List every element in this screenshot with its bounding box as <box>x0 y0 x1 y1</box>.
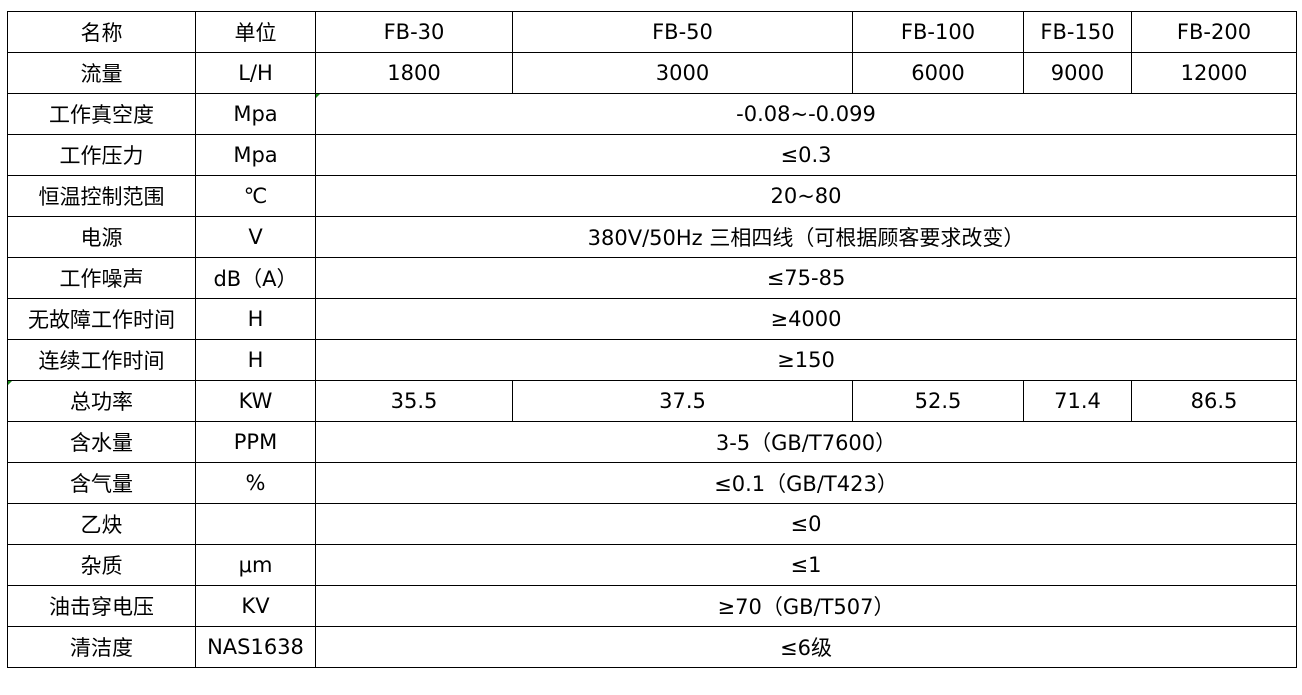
row-unit-cell[interactable]: ℃ <box>195 175 316 217</box>
row-unit-cell[interactable] <box>195 503 316 545</box>
table-row: 含水量 PPM 3-5（GB/T7600） <box>7 421 1297 463</box>
row-unit-cell[interactable]: KV <box>195 585 316 627</box>
row-name-cell[interactable]: 无故障工作时间 <box>7 298 196 340</box>
value-cell-merged[interactable]: ≤6级 <box>315 626 1297 668</box>
value-cell[interactable]: 52.5 <box>852 380 1024 422</box>
value-cell[interactable]: 1800 <box>315 52 513 94</box>
value-cell[interactable]: 6000 <box>852 52 1024 94</box>
table-row: 工作真空度 Mpa -0.08~-0.099 <box>7 93 1297 135</box>
table-row: 含气量% ≤0.1（GB/T423） <box>7 462 1297 504</box>
value-cell-merged[interactable]: ≤0.1（GB/T423） <box>315 462 1297 504</box>
value-cell[interactable]: 71.4 <box>1023 380 1132 422</box>
header-cell[interactable]: FB-150 <box>1023 11 1132 53</box>
header-cell[interactable]: FB-200 <box>1131 11 1297 53</box>
value-cell-merged[interactable]: ≥150 <box>315 339 1297 381</box>
row-unit-cell[interactable]: % <box>195 462 316 504</box>
row-unit-cell[interactable]: KW <box>195 380 316 422</box>
row-name-cell[interactable]: 恒温控制范围 <box>7 175 196 217</box>
value-cell[interactable]: 37.5 <box>512 380 853 422</box>
value-cell-merged[interactable]: 3-5（GB/T7600） <box>315 421 1297 463</box>
row-name-cell[interactable]: 电源 <box>7 216 196 258</box>
value-cell[interactable]: 9000 <box>1023 52 1132 94</box>
header-cell[interactable]: 单位 <box>195 11 316 53</box>
row-name-cell[interactable]: 油击穿电压 <box>7 585 196 627</box>
row-unit-cell[interactable]: H <box>195 339 316 381</box>
row-unit-cell[interactable]: μm <box>195 544 316 586</box>
spec-table: 名称 单位 FB-30 FB-50 FB-100 FB-150 FB-200 流… <box>7 11 1297 668</box>
value-cell[interactable]: 86.5 <box>1131 380 1297 422</box>
table-row: 工作压力 Mpa ≤0.3 <box>7 134 1297 176</box>
table-row: 电源 V 380V/50Hz 三相四线（可根据顾客要求改变） <box>7 216 1297 258</box>
table-row: 乙炔 ≤0 <box>7 503 1297 545</box>
value-cell-merged[interactable]: ≤0 <box>315 503 1297 545</box>
row-name-cell[interactable]: 乙炔 <box>7 503 196 545</box>
value-cell[interactable]: 35.5 <box>315 380 513 422</box>
row-name-cell[interactable]: 工作真空度 <box>7 93 196 135</box>
row-name-cell[interactable]: 连续工作时间 <box>7 339 196 381</box>
header-cell[interactable]: FB-100 <box>852 11 1024 53</box>
value-cell[interactable]: 12000 <box>1131 52 1297 94</box>
row-unit-cell[interactable]: Mpa <box>195 93 316 135</box>
row-name-cell[interactable]: 工作噪声 <box>7 257 196 299</box>
row-unit-cell[interactable]: H <box>195 298 316 340</box>
value-cell-merged[interactable]: ≤1 <box>315 544 1297 586</box>
value-cell-merged[interactable]: ≤0.3 <box>315 134 1297 176</box>
value-cell-merged[interactable]: ≥4000 <box>315 298 1297 340</box>
row-unit-cell[interactable]: V <box>195 216 316 258</box>
value-cell-merged[interactable]: ≥70（GB/T507） <box>315 585 1297 627</box>
value-cell-merged[interactable]: 380V/50Hz 三相四线（可根据顾客要求改变） <box>315 216 1297 258</box>
table-row: 连续工作时间 H ≥150 <box>7 339 1297 381</box>
row-unit-cell[interactable]: dB（A） <box>195 257 316 299</box>
table-row: 流量 L/H 1800 3000 6000 9000 12000 <box>7 52 1297 94</box>
row-name-cell[interactable]: 工作压力 <box>7 134 196 176</box>
value-cell-merged[interactable]: -0.08~-0.099 <box>315 93 1297 135</box>
row-unit-cell[interactable]: L/H <box>195 52 316 94</box>
value-cell-merged[interactable]: ≤75-85 <box>315 257 1297 299</box>
row-unit-cell[interactable]: NAS1638 <box>195 626 316 668</box>
header-cell[interactable]: FB-50 <box>512 11 853 53</box>
row-name-cell[interactable]: 含气量 <box>7 462 196 504</box>
row-name-cell[interactable]: 流量 <box>7 52 196 94</box>
row-name-cell[interactable]: 杂质 <box>7 544 196 586</box>
cell-indicator-icon <box>316 94 320 98</box>
header-cell[interactable]: FB-30 <box>315 11 513 53</box>
value-cell-merged[interactable]: 20~80 <box>315 175 1297 217</box>
table-row: 清洁度 NAS1638 ≤6级 <box>7 626 1297 668</box>
value-cell[interactable]: 3000 <box>512 52 853 94</box>
table-row: 总功率 KW 35.5 37.5 52.5 71.4 86.5 <box>7 380 1297 422</box>
row-unit-cell[interactable]: Mpa <box>195 134 316 176</box>
table-row: 油击穿电压 KV ≥70（GB/T507） <box>7 585 1297 627</box>
table-row: 杂质 μm ≤1 <box>7 544 1297 586</box>
header-cell[interactable]: 名称 <box>7 11 196 53</box>
row-name-cell[interactable]: 含水量 <box>7 421 196 463</box>
table-row: 恒温控制范围 ℃ 20~80 <box>7 175 1297 217</box>
header-row: 名称 单位 FB-30 FB-50 FB-100 FB-150 FB-200 <box>7 11 1297 53</box>
row-name-cell[interactable]: 总功率 <box>7 380 196 422</box>
row-unit-cell[interactable]: PPM <box>195 421 316 463</box>
table-row: 无故障工作时间 H ≥4000 <box>7 298 1297 340</box>
table-row: 工作噪声 dB（A） ≤75-85 <box>7 257 1297 299</box>
cell-indicator-icon <box>8 381 12 385</box>
row-name-cell[interactable]: 清洁度 <box>7 626 196 668</box>
